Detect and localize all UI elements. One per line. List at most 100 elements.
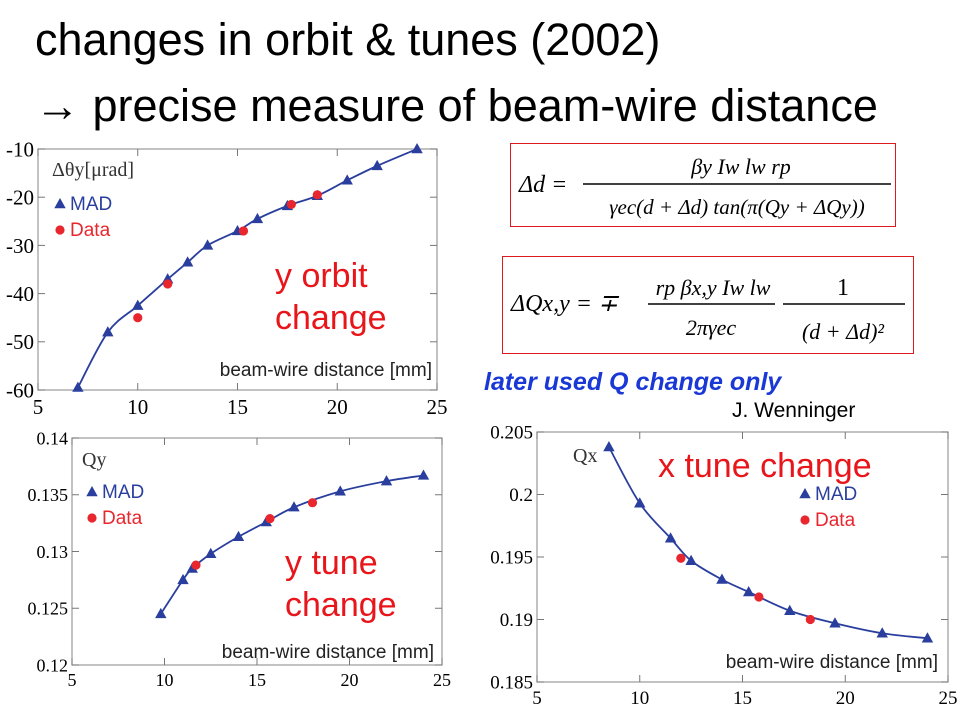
mad-point	[181, 256, 194, 267]
legend-mad-marker	[799, 488, 811, 499]
mad-point	[251, 212, 264, 224]
y-tick-label: 0.135	[28, 485, 69, 505]
series-line-mad	[160, 474, 424, 615]
y-tick-label: -50	[6, 330, 34, 354]
mad-point	[634, 497, 646, 508]
legend-data-marker	[55, 225, 65, 235]
delta-d-formula: Δd = βy Iw lw rp γec(d + Δd) tan(π(Qy + …	[510, 143, 896, 227]
y-tick-label: 0.195	[490, 548, 533, 569]
data-point	[307, 498, 318, 508]
x-tick-label: 25	[427, 395, 448, 419]
plot-frame	[71, 437, 443, 666]
legend-mad-marker	[54, 198, 66, 209]
y-tick-label: 0.14	[37, 428, 69, 448]
mad-point	[232, 530, 245, 541]
data-point	[265, 513, 275, 524]
legend-label: Data	[70, 220, 111, 241]
chart-annotation: change	[285, 586, 397, 624]
y-tick-label: 0.205	[490, 423, 533, 444]
data-point	[805, 614, 815, 625]
legend-mad-marker	[86, 486, 98, 497]
x-tick-label: 20	[836, 688, 855, 709]
x-axis-label: beam-wire distance [mm]	[220, 360, 432, 381]
data-point	[286, 199, 296, 210]
mad-point	[205, 547, 217, 558]
mad-point	[334, 485, 346, 496]
chart-annotation: x tune change	[658, 447, 872, 485]
data-point	[312, 190, 322, 200]
data-point	[754, 592, 764, 602]
chart-annotation: y orbit	[275, 257, 368, 295]
panel-label: Qy	[82, 449, 106, 471]
x-tick-label: 10	[630, 688, 649, 709]
x-tick-label: 10	[127, 395, 148, 419]
x-tick-label: 5	[68, 670, 77, 690]
plot-frame	[536, 431, 949, 683]
y-tick-label: 0.125	[28, 599, 69, 619]
y-tick-label: 0.2	[509, 485, 533, 506]
y-tick-label: 0.12	[37, 655, 69, 675]
x-tick-label: 5	[532, 688, 542, 709]
mad-point	[685, 554, 697, 565]
legend-data-marker	[800, 515, 810, 525]
mad-point	[876, 627, 888, 638]
x-tune-chart: 5 10 15 20 25 0.205 0.2 0.195 0.19 0.185 Qx beam-wi…	[490, 423, 958, 709]
mad-point	[102, 326, 114, 337]
legend-data-marker	[87, 513, 97, 523]
y-tune-chart: 5 10 15 20 25 0.14 0.135 0.13 0.125 0.12 Qy beam-wi…	[28, 428, 452, 690]
y-tick-label: 0.185	[490, 673, 533, 694]
mad-point	[829, 617, 841, 628]
legend-label: Data	[102, 508, 143, 529]
data-point	[191, 560, 201, 570]
x-tick-label: 25	[939, 688, 958, 709]
delta-q-formula: ΔQx,y = ∓ rp βx,y Iw lw 2πγec 1 (d + Δd)…	[502, 256, 914, 354]
x-axis-label: beam-wire distance [mm]	[726, 652, 938, 673]
mad-point	[411, 143, 423, 154]
data-point	[163, 279, 173, 289]
mad-point	[664, 532, 677, 543]
x-tick-label: 20	[341, 670, 359, 690]
x-tick-label: 25	[433, 670, 451, 690]
legend-label: Data	[815, 510, 856, 531]
author-credit: J. Wenninger	[732, 399, 856, 422]
chart-annotation: change	[275, 299, 387, 337]
x-tick-label: 15	[733, 688, 752, 709]
mad-point	[72, 381, 84, 392]
data-point	[676, 553, 686, 563]
mad-point	[371, 159, 383, 171]
slide-subtitle: → precise measure of beam-wire distance	[35, 80, 878, 131]
x-tick-label: 15	[227, 395, 248, 419]
delta-q-factor-denominator: (d + Δd)²	[802, 319, 884, 344]
mad-point	[417, 469, 430, 480]
legend-label: MAD	[815, 484, 857, 505]
mad-point	[201, 239, 214, 250]
mad-point	[716, 573, 728, 584]
mad-point	[177, 573, 189, 585]
mad-point	[132, 299, 144, 310]
y-tick-label: -10	[6, 137, 34, 161]
panel-label: Δθy[μrad]	[52, 159, 134, 181]
mad-point	[742, 586, 755, 597]
data-point	[133, 313, 143, 323]
later-used-note: later used Q change only	[484, 368, 782, 396]
delta-q-factor-numerator: 1	[837, 275, 849, 301]
mad-point	[155, 607, 167, 619]
x-tick-label: 20	[327, 395, 348, 419]
mad-point	[288, 501, 300, 512]
y-tick-label: 0.13	[37, 542, 69, 562]
mad-point	[380, 475, 393, 486]
data-point	[238, 226, 249, 236]
legend-label: MAD	[102, 482, 144, 503]
panel-label: Qx	[573, 445, 597, 467]
x-tick-label: 5	[33, 395, 44, 419]
x-tick-label: 15	[248, 670, 266, 690]
y-tick-label: -30	[6, 234, 34, 258]
delta-q-numerator: rp βx,y Iw lw	[656, 275, 771, 300]
x-tick-label: 10	[156, 670, 174, 690]
y-tick-label: -20	[6, 186, 34, 210]
delta-d-denominator: γec(d + Δd) tan(π(Qy + ΔQy))	[609, 195, 864, 219]
x-axis-label: beam-wire distance [mm]	[222, 642, 434, 663]
y-tick-label: 0.19	[500, 610, 533, 631]
delta-d-numerator: βy Iw lw rp	[690, 154, 791, 179]
y-tick-label: -40	[6, 282, 34, 306]
